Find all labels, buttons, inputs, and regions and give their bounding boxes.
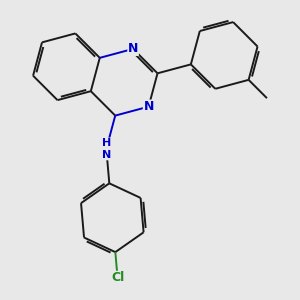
Text: N: N	[143, 100, 154, 113]
Text: H
N: H N	[102, 138, 111, 160]
Text: N: N	[128, 42, 138, 56]
Text: Cl: Cl	[111, 272, 124, 284]
